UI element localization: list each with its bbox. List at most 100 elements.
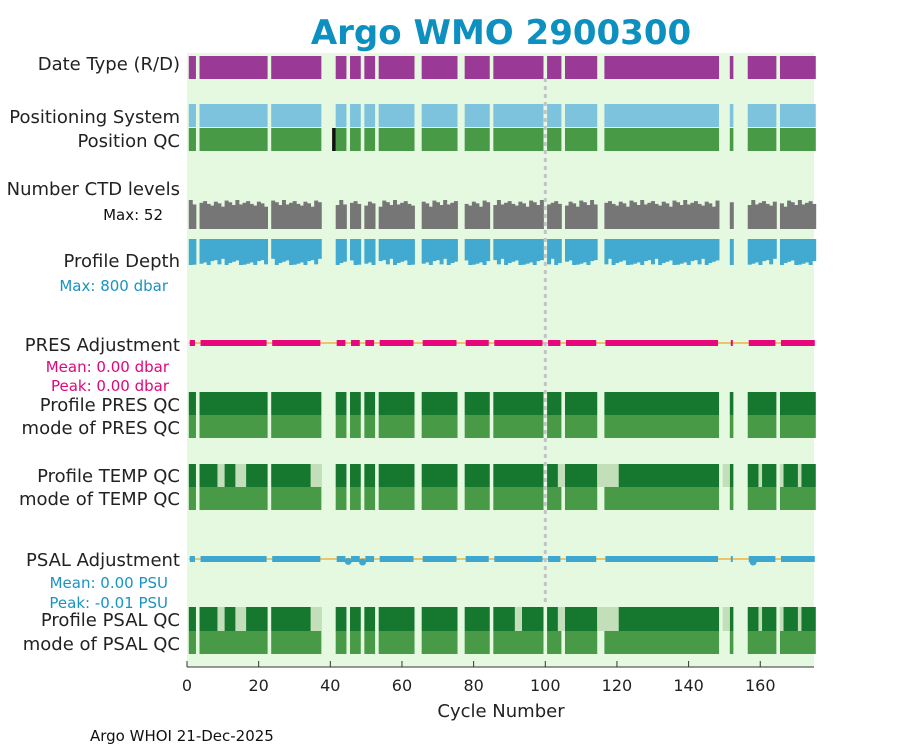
ctd-levels-bar	[536, 205, 541, 229]
profile-depth-bar	[203, 239, 208, 263]
mode-temp-qc-segment	[199, 487, 268, 510]
positioning-system-segment	[335, 104, 347, 127]
profile-depth-bar	[604, 239, 609, 265]
profile-depth-bar	[371, 239, 376, 265]
profile-temp-qc-segment	[378, 464, 415, 487]
profile-depth-bar	[199, 239, 204, 264]
ctd-levels-bar	[564, 205, 569, 229]
mode-psal-qc-segment	[604, 631, 720, 654]
profile-depth-bar	[310, 239, 315, 261]
ctd-levels-bar	[518, 201, 523, 229]
ctd-levels-bar	[425, 203, 430, 229]
ctd-levels-bar	[479, 206, 483, 229]
profile-depth-bar	[683, 239, 688, 263]
profile-depth-bar	[769, 239, 774, 265]
ctd-levels-bar	[238, 204, 243, 229]
mode-temp-qc-segment	[271, 487, 322, 510]
ctd-levels-bar	[289, 202, 294, 229]
x-axis-ticks: 0 20 40 60 80 100 120 140 160	[182, 661, 776, 695]
ctd-levels-bar	[486, 202, 491, 229]
data-type-segment	[364, 56, 376, 79]
data-type-segment	[729, 56, 734, 79]
ctd-levels-bar	[192, 204, 197, 229]
profile-depth-bar	[557, 239, 562, 264]
ctd-levels-bar	[547, 204, 552, 229]
profile-depth-bar	[787, 239, 792, 262]
label-ctd-levels: Number CTD levels	[7, 179, 180, 200]
pres-adjustment-segment	[605, 340, 719, 346]
profile-psal-qc-segment	[378, 607, 415, 631]
profile-temp-qc-segment	[421, 464, 458, 487]
profile-depth-bar	[665, 239, 670, 262]
psal-adjustment-segment	[200, 556, 267, 562]
profile-depth-bar	[805, 239, 810, 263]
profile-temp-qc-segment	[779, 464, 816, 487]
pres-adjustment-segment	[379, 340, 414, 346]
label-data-type: Date Type (R/D)	[38, 54, 180, 75]
ctd-levels-bar	[708, 203, 713, 229]
data-type-segment	[493, 56, 544, 79]
mode-pres-qc-segment	[378, 415, 415, 438]
pres-adjustment-segment	[272, 340, 321, 346]
profile-depth-bar	[797, 239, 802, 265]
positioning-system-segment	[199, 104, 268, 127]
position-qc-segment	[747, 128, 777, 151]
mode-temp-qc-segment	[729, 487, 734, 510]
profile-depth-bar	[507, 239, 512, 264]
profile-depth-bar	[547, 239, 552, 265]
psal-adjustment-segment	[272, 556, 321, 562]
ctd-levels-bar	[221, 206, 226, 229]
position-qc-segment	[464, 128, 490, 151]
profile-temp-qc-segment	[564, 464, 598, 487]
profile-depth-bar	[224, 239, 229, 265]
data-type-segment	[188, 56, 196, 79]
profile-depth-bar	[246, 239, 251, 264]
profile-depth-bar	[353, 239, 358, 265]
profile-psal-qc-segment	[464, 607, 490, 631]
profile-depth-bar	[636, 239, 641, 263]
ctd-levels-bar	[253, 205, 258, 229]
ctd-levels-bar	[310, 206, 315, 229]
psal-adjustment-segment	[351, 556, 360, 562]
ctd-levels-bar	[568, 201, 573, 229]
mode-pres-qc-segment	[464, 415, 490, 438]
profile-depth-bar	[618, 239, 623, 262]
profile-depth-bar	[274, 239, 279, 265]
profile-pres-qc-segment	[335, 392, 347, 415]
ctd-levels-bar	[797, 200, 802, 229]
ctd-levels-bar	[475, 203, 480, 229]
ctd-levels-bar	[729, 202, 734, 229]
mode-pres-qc-segment	[547, 415, 562, 438]
ctd-levels-bar	[400, 202, 405, 229]
x-tick-label: 100	[530, 676, 561, 695]
profile-depth-bar	[536, 239, 541, 262]
ctd-levels-bar	[314, 200, 319, 229]
ctd-levels-bar	[765, 203, 770, 229]
ctd-levels-bar	[410, 205, 415, 229]
ctd-levels-bar	[654, 203, 659, 229]
mode-temp-qc-segment	[604, 487, 720, 510]
profile-depth-bar	[762, 239, 767, 262]
profile-depth-bar	[514, 239, 519, 261]
mode-temp-qc-segment	[464, 487, 490, 510]
psal-adjustment-segment	[605, 556, 719, 562]
profile-depth-bar	[385, 239, 390, 265]
profile-depth-bar	[453, 239, 458, 262]
mode-temp-qc-segment	[188, 487, 196, 510]
profile-psal-qc-segment	[547, 607, 562, 631]
profile-temp-qc-partial-flag	[557, 464, 565, 487]
x-tick-label: 80	[463, 676, 483, 695]
positioning-system-segment	[271, 104, 322, 127]
ctd-levels-bar	[557, 203, 562, 229]
profile-psal-qc-segment	[335, 607, 347, 631]
pres-adjustment-segment	[730, 340, 733, 346]
mode-temp-qc-segment	[747, 487, 777, 510]
pres-adjustment-segment	[351, 340, 360, 346]
ctd-levels-bar	[772, 201, 777, 229]
ctd-levels-bar	[604, 202, 609, 229]
ctd-levels-bar	[274, 202, 279, 229]
pres-adjustment-segment	[494, 340, 543, 346]
mode-psal-qc-segment	[747, 631, 777, 654]
profile-depth-bar	[500, 239, 505, 259]
pres-adjustment-segment	[336, 340, 346, 346]
